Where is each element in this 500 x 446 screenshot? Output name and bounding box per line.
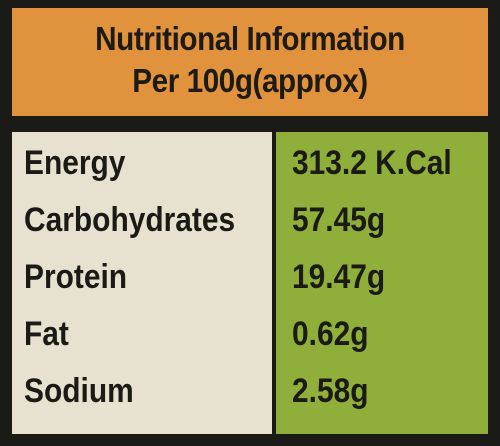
nutrient-value: 2.58g: [292, 372, 369, 410]
nutrient-value: 0.62g: [292, 315, 369, 353]
nutrient-value: 57.45g: [292, 201, 386, 239]
nutrient-name: Sodium: [24, 372, 134, 410]
nutrient-value: 19.47g: [292, 258, 386, 296]
nutrient-name: Fat: [24, 315, 69, 353]
header: Nutritional Information Per 100g(approx): [8, 4, 492, 120]
value-column: [276, 128, 492, 438]
nutrient-name: Carbohydrates: [24, 201, 236, 239]
label-column: [8, 128, 276, 438]
nutrient-name: Protein: [24, 258, 128, 296]
nutrient-value: 313.2 K.Cal: [292, 144, 452, 182]
subtitle: Per 100g(approx): [132, 62, 368, 99]
nutrient-name: Energy: [24, 144, 126, 182]
title: Nutritional Information: [95, 20, 405, 57]
